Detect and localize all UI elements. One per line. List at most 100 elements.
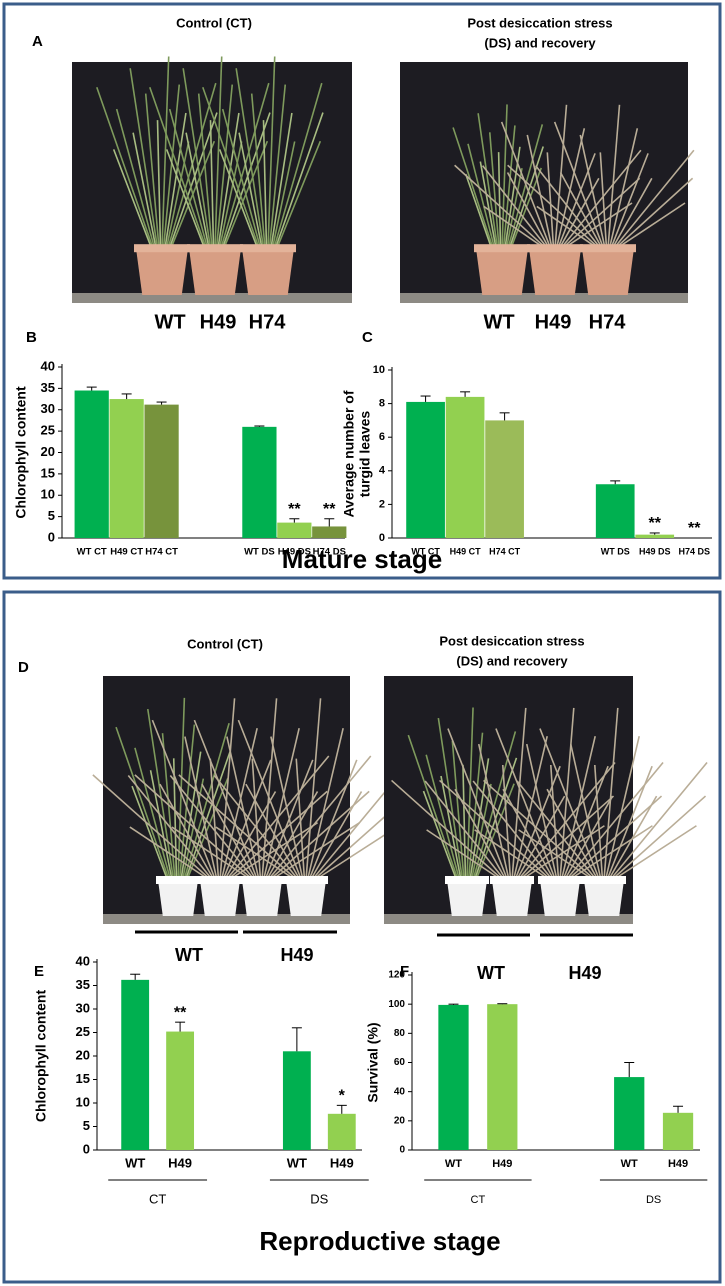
photo-leaf [309,791,363,881]
bar [485,420,524,538]
photo-leaf [568,825,653,881]
photo-leaf [515,795,566,881]
photo-leaf [134,747,172,881]
bar [277,522,312,538]
photo-leaf [134,774,254,881]
panel-letter: C [362,329,373,346]
photo-leaf [295,758,306,881]
photo-leaf [144,93,160,249]
photo-leaf [607,795,658,881]
photo-leaf [171,826,252,881]
photo-leaf [562,765,609,881]
photo-label: WT [154,311,185,333]
photo-title: (DS) and recovery [484,35,596,50]
photo-leaf [265,791,319,881]
y-tick-label: 30 [41,401,55,416]
photo-leaf [162,84,181,249]
panel-frame [2,590,722,1284]
photo-leaf [186,778,229,881]
photo-leaf [271,141,296,249]
photo-pot-rim [198,876,242,884]
x-tick-label: H74 DS [313,547,346,558]
photo-leaf [536,205,598,249]
photo-leaf [469,758,490,881]
photo-leaf [182,68,212,249]
y-tick-label: 40 [41,358,55,373]
x-tick-label: H74 CT [145,547,178,558]
y-axis-label: Survival (%) [365,1022,381,1102]
x-tick-label: WT CT [77,547,107,558]
bar [487,1004,518,1150]
photo-title: Post desiccation stress [439,633,584,648]
photo-leaf [245,783,301,881]
photo-leaf [223,791,277,881]
bar [312,526,347,538]
photo-title: Control (CT) [176,15,252,30]
photo-leaf [215,84,234,249]
x-tick-label: H49 [492,1158,512,1170]
y-tick-label: 0 [379,532,385,544]
y-tick-label: 25 [41,423,55,438]
bar [144,404,179,538]
photo-leaf [563,202,633,249]
y-axis-label: Average number of [341,390,357,517]
photo-leaf [202,87,260,249]
photo-leaf [579,134,606,249]
photo-leaf [184,736,218,881]
y-tick-label: 4 [379,465,386,477]
bar [282,1051,311,1150]
photo-pot [242,248,294,295]
photo-title: (DS) and recovery [456,653,568,668]
photo-leaf [407,734,459,881]
photo-leaf [483,205,545,249]
photo-leaf [424,780,506,881]
group-label: CT [471,1194,486,1206]
photo-leaf [466,707,474,881]
photo-leaf [483,779,596,881]
y-tick-label: 5 [83,1118,90,1133]
photo-leaf [306,727,344,881]
photo-leaf [262,120,268,249]
photo-leaf [305,698,322,881]
photo-leaf [218,149,259,249]
bar [166,1031,195,1150]
photo-leaf [599,152,608,249]
y-tick-label: 8 [379,398,385,410]
photo-leaf [270,112,293,249]
photo-label: H74 [589,311,627,333]
photo-leaf [488,132,500,249]
photo-leaf [477,113,499,249]
photo-floor [384,914,633,924]
photo-leaf [467,143,496,249]
photo-leaf [237,719,303,881]
photo-leaf [112,149,153,249]
photo-leaf [439,779,552,881]
photo-leaf [261,698,278,881]
photo-leaf [565,762,664,881]
photo-leaf [553,121,605,249]
panel-letter: D [18,659,29,676]
x-tick-label: H49 [330,1155,354,1170]
photo-leaf [505,168,523,249]
photo-leaf [501,104,508,249]
y-tick-label: 15 [76,1071,90,1086]
photo-leaf [546,788,599,881]
photo-leaf [559,172,603,249]
photo-leaf [507,164,600,249]
photo-leaf [477,743,510,881]
photo-floor [103,914,350,924]
photo-leaf [511,707,527,881]
photo-leaf [518,829,594,881]
y-tick-label: 120 [388,970,405,981]
photo-label: H49 [535,311,572,333]
photo-leaf [238,132,263,249]
photo-leaf [472,731,517,881]
photo-leaf [151,719,217,881]
photo-leaf [92,774,212,881]
photo-leaf [213,774,300,881]
photo-leaf [164,112,187,249]
photo-leaf [270,736,304,881]
photo-pot-rim [582,876,626,884]
photo-leaf [604,735,640,881]
group-label: CT [149,1191,166,1206]
